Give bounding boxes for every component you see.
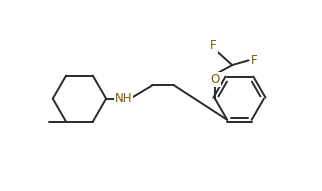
Text: O: O bbox=[210, 73, 220, 86]
Text: F: F bbox=[251, 54, 258, 67]
Text: NH: NH bbox=[115, 92, 132, 105]
Text: F: F bbox=[210, 39, 217, 52]
